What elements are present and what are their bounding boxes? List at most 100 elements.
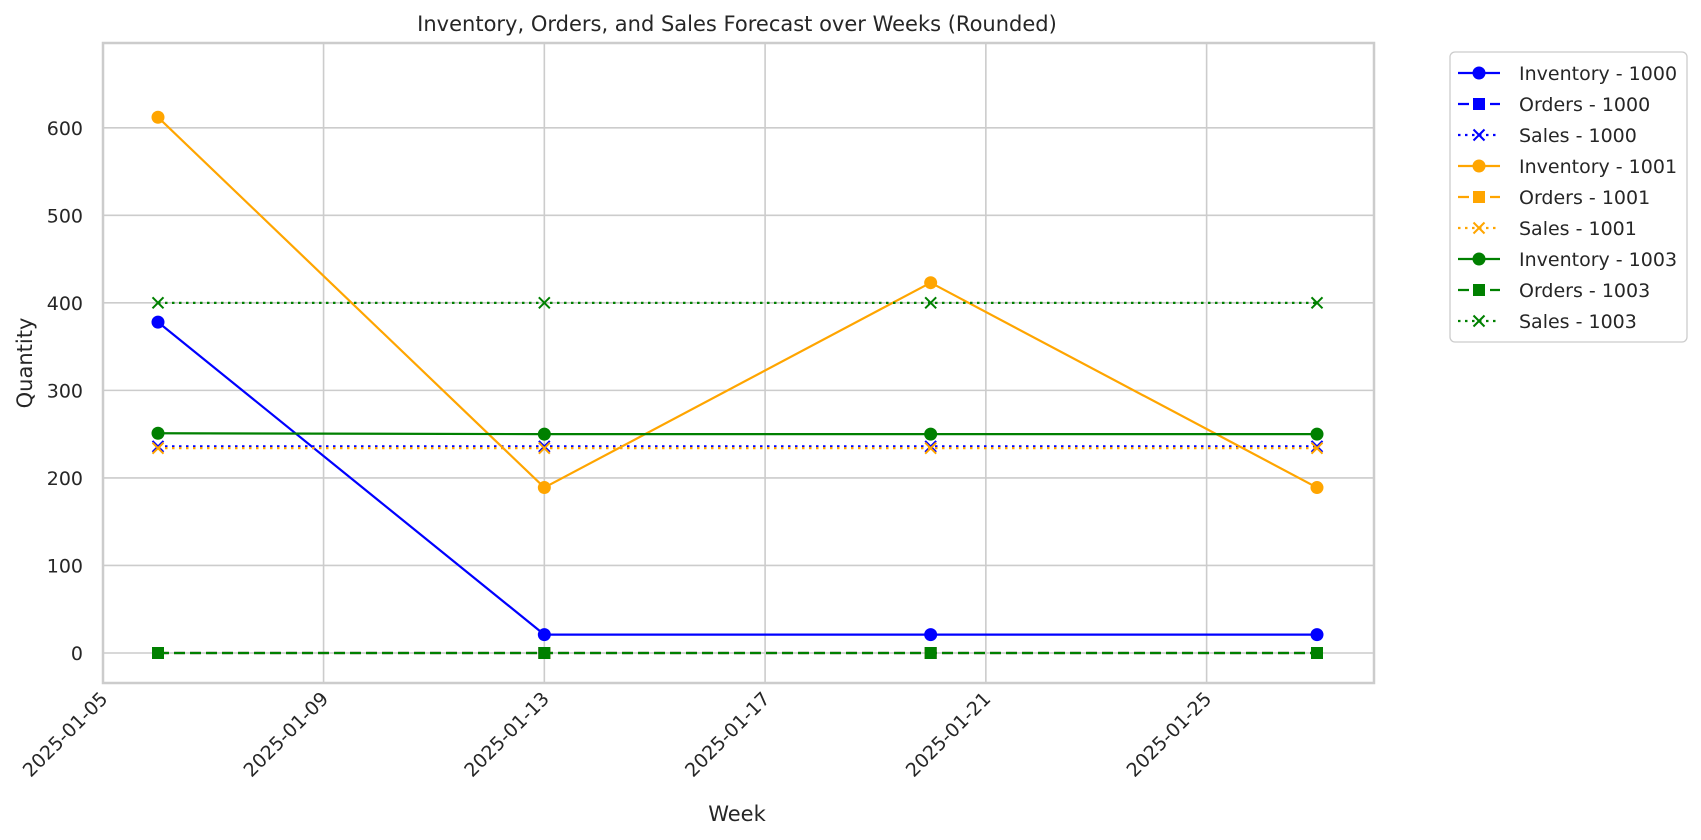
series-orders-1003 xyxy=(152,647,1323,659)
data-point xyxy=(924,276,938,290)
marker-stroke xyxy=(1472,221,1486,235)
legend-item: Inventory - 1003 xyxy=(1458,249,1677,271)
data-point xyxy=(1310,427,1324,441)
y-tick-labels: 0 100 200 300 400 500 600 xyxy=(47,118,83,665)
legend-item: Orders - 1001 xyxy=(1458,187,1650,209)
legend-label: Orders - 1000 xyxy=(1519,94,1650,116)
legend-marker xyxy=(1473,191,1485,203)
data-point xyxy=(151,110,165,124)
legend-item: Orders - 1003 xyxy=(1458,280,1650,302)
data-point xyxy=(152,647,164,659)
marker-stroke xyxy=(1472,128,1486,142)
y-tick-label: 600 xyxy=(47,118,83,140)
legend-label: Inventory - 1000 xyxy=(1519,63,1677,85)
data-point xyxy=(151,441,165,455)
series-line xyxy=(157,432,1317,436)
marker-stroke xyxy=(924,441,937,455)
legend-marker xyxy=(1472,252,1486,266)
marker-stroke xyxy=(924,440,937,453)
plot-frame xyxy=(101,41,1376,685)
legend-label: Sales - 1003 xyxy=(1519,311,1637,333)
series-inventory-1000 xyxy=(151,315,1324,642)
legend-marker xyxy=(1472,221,1486,235)
x-tick-label: 2025-01-13 xyxy=(460,688,554,782)
series-inventory-1001 xyxy=(151,110,1324,495)
y-tick-label: 300 xyxy=(47,380,83,402)
y-axis-label: Quantity xyxy=(13,318,37,409)
legend-item: Inventory - 1000 xyxy=(1458,63,1677,85)
data-point xyxy=(924,427,938,441)
legend-marker xyxy=(1473,284,1485,296)
legend-label: Sales - 1000 xyxy=(1519,125,1637,147)
chart-title: Inventory, Orders, and Sales Forecast ov… xyxy=(417,12,1057,36)
legend-label: Inventory - 1003 xyxy=(1519,249,1677,271)
marker-stroke xyxy=(1310,441,1324,455)
legend-label: Sales - 1001 xyxy=(1519,218,1637,240)
legend-item: Sales - 1001 xyxy=(1458,218,1637,240)
legend-marker xyxy=(1472,128,1486,142)
x-tick-labels: 2025-01-05 2025-01-09 2025-01-13 2025-01-17… xyxy=(19,688,1216,782)
series-layer xyxy=(151,110,1324,659)
legend: Inventory - 1000 Orders - 1000 Sales - 100… xyxy=(1449,51,1688,343)
data-point xyxy=(538,647,551,659)
data-point xyxy=(1310,481,1324,495)
x-tick-label: 2025-01-25 xyxy=(1123,688,1217,782)
data-point xyxy=(1310,628,1324,642)
legend-marker xyxy=(1472,159,1486,173)
plot-area xyxy=(103,43,1374,683)
data-point xyxy=(538,441,551,455)
data-point xyxy=(151,426,165,440)
data-point xyxy=(924,647,937,659)
marker-stroke xyxy=(924,296,937,310)
series-sales-1001 xyxy=(151,441,1324,455)
data-point xyxy=(151,315,165,329)
data-point xyxy=(1310,440,1324,453)
x-tick-label: 2025-01-21 xyxy=(902,688,996,782)
data-point xyxy=(1310,441,1324,455)
y-tick-label: 400 xyxy=(47,293,83,315)
data-point xyxy=(1311,647,1323,659)
gridlines xyxy=(102,43,1374,683)
legend-label: Orders - 1003 xyxy=(1519,280,1650,302)
data-point xyxy=(924,628,938,642)
data-point xyxy=(1310,296,1324,310)
legend-item: Sales - 1000 xyxy=(1458,125,1637,147)
marker-stroke xyxy=(538,296,551,310)
marker-stroke xyxy=(538,440,551,453)
legend-label: Inventory - 1001 xyxy=(1519,156,1677,178)
series-sales-1003 xyxy=(151,296,1324,310)
data-point xyxy=(924,441,937,455)
legend-frame xyxy=(1449,51,1688,343)
y-tick-label: 0 xyxy=(71,643,83,665)
marker-stroke xyxy=(151,441,165,455)
data-point xyxy=(538,440,551,453)
x-tick-label: 2025-01-05 xyxy=(19,688,113,782)
series-sales-1000 xyxy=(151,440,1324,453)
x-axis-label: Week xyxy=(708,802,766,826)
data-point xyxy=(924,296,937,310)
marker-stroke xyxy=(151,440,165,453)
data-point xyxy=(537,427,551,441)
series-line xyxy=(157,116,1318,489)
y-tick-label: 200 xyxy=(47,468,83,490)
x-tick-label: 2025-01-09 xyxy=(239,688,333,782)
legend-item: Sales - 1003 xyxy=(1458,311,1637,333)
series-line xyxy=(157,321,1317,636)
data-point xyxy=(537,481,551,495)
legend-item: Orders - 1000 xyxy=(1458,94,1650,116)
marker-stroke xyxy=(1472,314,1486,328)
y-tick-label: 100 xyxy=(47,555,83,577)
legend-marker xyxy=(1472,66,1486,80)
marker-stroke xyxy=(538,441,551,455)
marker-stroke xyxy=(1310,296,1324,310)
x-tick-label: 2025-01-17 xyxy=(681,688,775,782)
legend-marker xyxy=(1473,98,1485,110)
y-tick-label: 500 xyxy=(47,205,83,227)
data-point xyxy=(151,440,165,453)
legend-marker xyxy=(1472,314,1486,328)
data-point xyxy=(924,440,937,453)
legend-item: Inventory - 1001 xyxy=(1458,156,1677,178)
marker-stroke xyxy=(151,296,165,310)
marker-stroke xyxy=(1310,440,1324,453)
